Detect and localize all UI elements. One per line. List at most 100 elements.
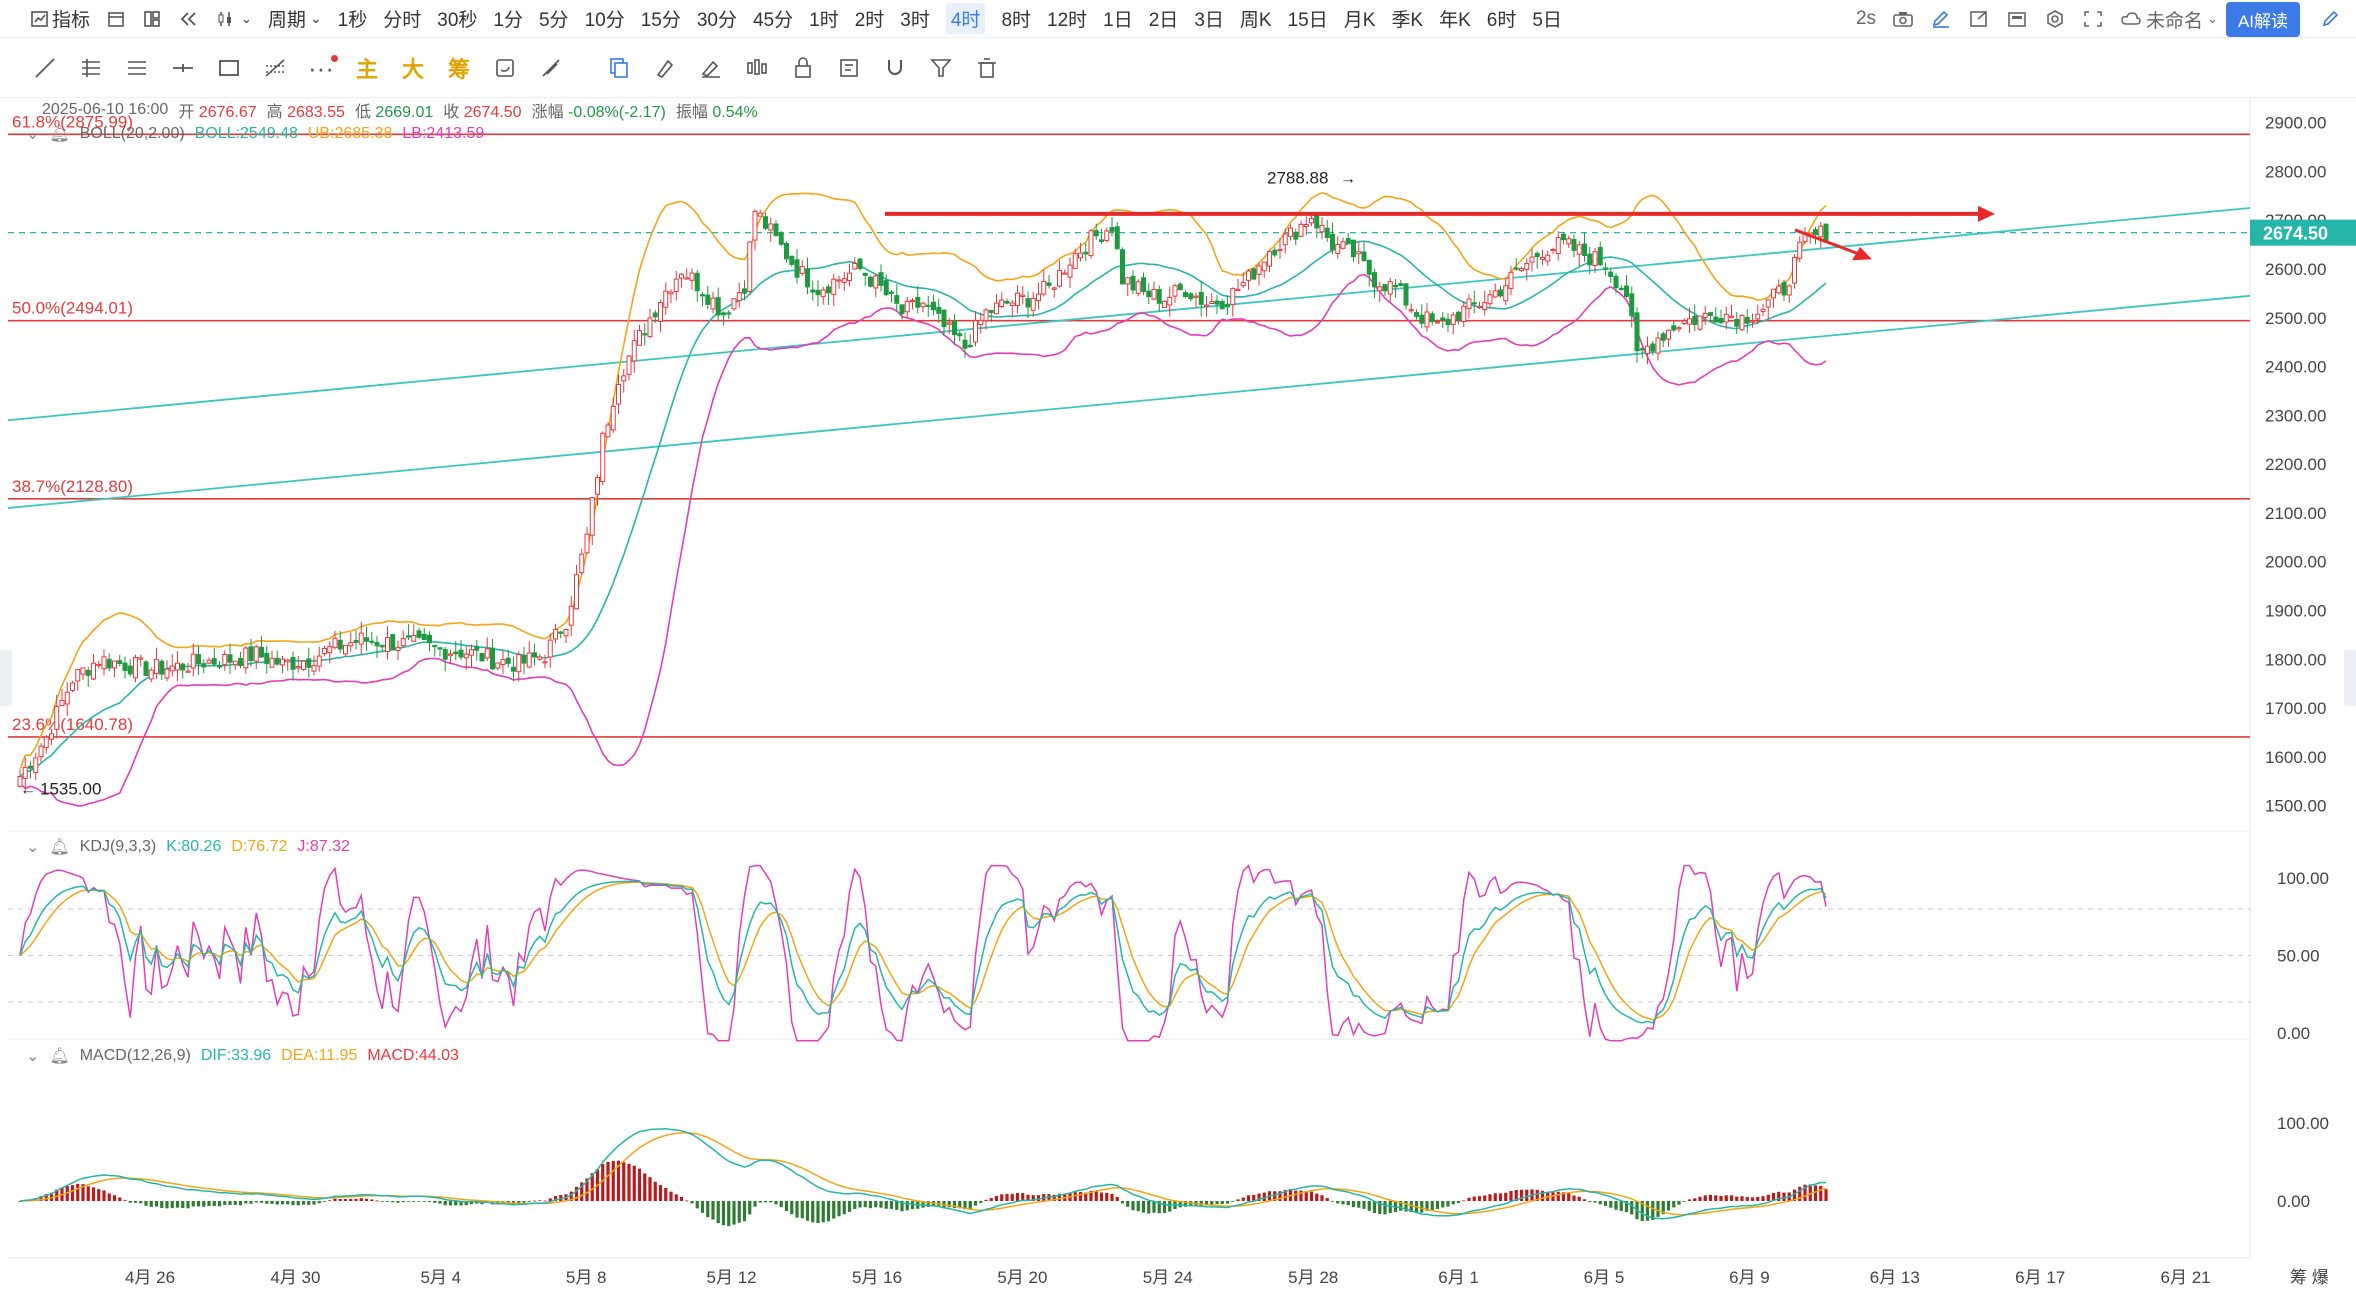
brush-icon[interactable] [650, 53, 680, 83]
period-label: 周期 [267, 10, 306, 31]
left-panel-toggle[interactable] [0, 650, 12, 706]
price-tick: 1700.00 [2265, 699, 2326, 718]
period-16[interactable]: 2日 [1141, 0, 1187, 38]
candle-body [883, 280, 889, 296]
fib-icon[interactable] [260, 53, 290, 83]
period-2[interactable]: 30秒 [429, 0, 485, 38]
bell-icon[interactable]: 🔔︎ [49, 126, 70, 143]
candle-body [290, 656, 296, 670]
image-icon[interactable] [1998, 0, 2036, 38]
chevron-down-icon[interactable]: ⌄ [26, 126, 40, 143]
period-13[interactable]: 8时 [993, 0, 1039, 38]
period-9[interactable]: 1时 [801, 0, 847, 38]
pen-icon[interactable] [1922, 0, 1960, 38]
macd-bar [1456, 1201, 1461, 1204]
candles-icon[interactable] [742, 53, 772, 83]
ai-read-button[interactable]: AI解读 [2225, 1, 2300, 37]
period-14[interactable]: 12时 [1039, 0, 1095, 38]
period-label: 30分 [696, 10, 737, 31]
period-4[interactable]: 5分 [531, 0, 577, 38]
period-15[interactable]: 1日 [1095, 0, 1141, 38]
rectangle-icon[interactable] [214, 53, 244, 83]
indicator-menu[interactable]: 指标 [22, 0, 98, 38]
trash-icon[interactable] [972, 53, 1002, 83]
period-10[interactable]: 2时 [847, 0, 893, 38]
highlighter-icon[interactable] [696, 53, 726, 83]
period-18[interactable]: 周K [1232, 0, 1280, 38]
parallel-lines-icon[interactable] [76, 53, 106, 83]
fullscreen-icon[interactable] [2074, 0, 2112, 38]
macd-bar [228, 1201, 232, 1205]
rewind-button[interactable] [170, 0, 208, 38]
filter-icon[interactable] [926, 53, 956, 83]
horizontal-ray-icon[interactable] [168, 53, 198, 83]
calendar-button[interactable] [98, 0, 134, 38]
candle-body [1450, 314, 1456, 325]
macd-bar [1614, 1201, 1618, 1210]
macd-bar [1252, 1194, 1256, 1201]
sync-icon[interactable] [490, 53, 520, 83]
chart-type-button[interactable]: ⌄ [208, 0, 260, 38]
gear-icon[interactable] [2036, 0, 2074, 38]
period-23[interactable]: 6时 [1479, 0, 1525, 38]
period-20[interactable]: 月K [1336, 0, 1384, 38]
candle-body [1461, 305, 1467, 323]
window-icon[interactable] [1960, 0, 1998, 38]
macd-bar [1388, 1201, 1392, 1213]
macd-bar [763, 1201, 768, 1203]
camera-icon[interactable] [1884, 0, 1922, 38]
period-11[interactable]: 3时 [892, 0, 938, 38]
candle-body [96, 663, 102, 667]
period-24[interactable]: 5日 [1524, 0, 1570, 38]
layout-name-menu[interactable]: 未命名 ⌄ [2112, 0, 2226, 38]
kline-chart[interactable]: 61.8%(2875.99) 50.0%(2494.01) 38.7%(2128.8… [0, 98, 2356, 1291]
period-6[interactable]: 15分 [633, 0, 689, 38]
main-chart-toggle[interactable]: 主 [356, 56, 379, 82]
period-menu[interactable]: 周期 ⌄ [260, 0, 330, 38]
macd-bar [1824, 1189, 1828, 1201]
period-3[interactable]: 1分 [485, 0, 531, 38]
magnet-icon[interactable] [880, 53, 910, 83]
period-19[interactable]: 15日 [1280, 0, 1336, 38]
edit-icon[interactable] [2312, 0, 2356, 38]
candle-body [1303, 224, 1309, 228]
lock-icon[interactable] [788, 53, 818, 83]
macd-bar [1183, 1201, 1188, 1207]
candle-body [1781, 282, 1787, 296]
eraser-icon[interactable] [536, 53, 566, 83]
refresh-interval[interactable]: 2s [1855, 8, 1877, 29]
period-7[interactable]: 30分 [689, 0, 745, 38]
macd-bar [1498, 1193, 1503, 1201]
right-panel-toggle[interactable] [2344, 650, 2356, 706]
candle-body [1671, 325, 1677, 331]
copy-icon[interactable] [604, 53, 634, 83]
chip-toggle[interactable]: 筹 [448, 56, 471, 82]
big-chart-toggle[interactable]: 大 [402, 56, 425, 82]
layout-button[interactable] [134, 0, 170, 38]
macd-bar [1745, 1197, 1749, 1201]
period-21[interactable]: 季K [1383, 0, 1431, 38]
candle-body [589, 497, 595, 536]
macd-bar [548, 1198, 552, 1201]
horizontal-lines-icon[interactable] [122, 53, 152, 83]
bell-icon[interactable]: 🔔︎ [49, 839, 70, 856]
line-tool-icon[interactable] [30, 53, 60, 83]
grid-layer [8, 98, 2251, 1259]
period-12[interactable]: 4时 [938, 0, 994, 38]
bell-icon[interactable]: 🔔︎ [49, 1048, 70, 1065]
macd-bar [301, 1201, 306, 1205]
period-1[interactable]: 分时 [375, 0, 429, 38]
period-17[interactable]: 3日 [1186, 0, 1232, 38]
template-icon[interactable] [834, 53, 864, 83]
period-22[interactable]: 年K [1431, 0, 1479, 38]
more-tools-icon[interactable]: ··· [306, 53, 338, 83]
chevron-down-icon[interactable]: ⌄ [26, 1048, 40, 1065]
price-tick: 1500.00 [2265, 797, 2326, 816]
macd-bar [391, 1201, 395, 1203]
chevron-down-icon[interactable]: ⌄ [26, 839, 40, 856]
period-5[interactable]: 10分 [577, 0, 633, 38]
macd-bar [112, 1195, 117, 1201]
period-0[interactable]: 1秒 [330, 0, 376, 38]
macd-bar [947, 1201, 951, 1208]
period-8[interactable]: 45分 [745, 0, 801, 38]
